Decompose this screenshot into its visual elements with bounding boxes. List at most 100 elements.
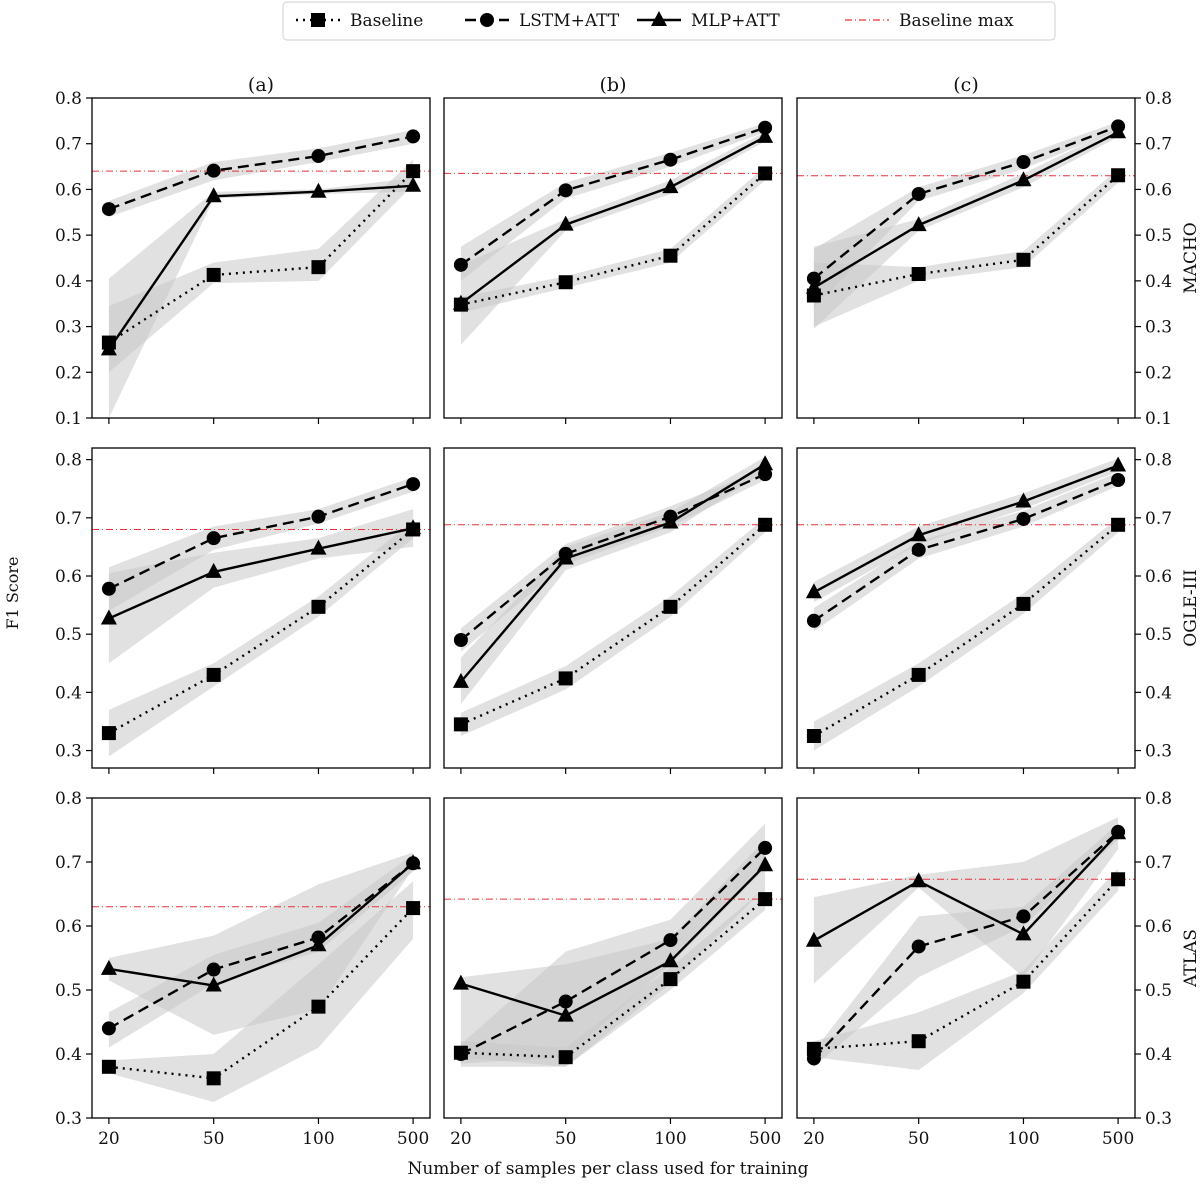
legend-marker (480, 13, 494, 27)
panel-ogle-iii-b (443, 447, 783, 774)
point-baseline-50 (911, 1034, 926, 1049)
point-baseline-100 (663, 248, 678, 263)
point-mlp-att-50 (205, 187, 222, 203)
series-line-mlp-att (108, 527, 414, 620)
point-lstm-att-20 (806, 1051, 821, 1066)
point-lstm-att-500 (758, 467, 773, 482)
band-baseline (108, 881, 414, 1102)
band-lstm-att (813, 472, 1119, 632)
panel-macho-a: 0.1 0.2 0.3 0.4 0.5 0.6 0.7 0.8 (a) (55, 74, 431, 429)
series-line-mlp-att (107, 184, 414, 351)
point-mlp-att-50 (557, 1006, 574, 1022)
series-line-baseline (460, 172, 766, 306)
point-lstm-att-20 (806, 613, 821, 628)
y-tick-label: 0.8 (1145, 89, 1172, 109)
series-line-mlp-att (108, 862, 414, 987)
point-lstm-att-500 (406, 477, 421, 492)
legend-label: Baseline max (899, 11, 1014, 31)
y-tick-label: 0.3 (1145, 318, 1172, 338)
x-tick-label: 50 (555, 1129, 577, 1149)
panel-macho-c: 0.1 0.2 0.3 0.4 0.5 0.6 0.7 0.8 (c) MACHO (796, 74, 1200, 429)
plot-frame (796, 447, 1136, 769)
point-mlp-att-100 (662, 178, 679, 194)
y-tick-label: 0.8 (55, 789, 82, 809)
point-mlp-att-20 (805, 931, 822, 947)
point-lstm-att-50 (558, 994, 573, 1009)
series-line-lstm-att (108, 482, 414, 590)
panel-atlas-c: 20 50 100 500 0.3 0.4 0.5 0.6 0.7 0.8 ATLAS (796, 789, 1200, 1149)
series-line-baseline (108, 907, 414, 1080)
point-lstm-att-50 (911, 187, 926, 201)
point-mlp-att-100 (662, 513, 679, 529)
point-baseline-500 (1111, 168, 1126, 183)
y-tick-label: 0.6 (1145, 917, 1172, 937)
row-label: OGLE-III (1181, 569, 1200, 646)
legend-entry-baseline: Baseline (296, 11, 423, 31)
band-mlp-att (108, 852, 414, 1035)
point-mlp-att-100 (1015, 492, 1032, 508)
row-label: MACHO (1181, 222, 1200, 293)
point-mlp-att-50 (910, 526, 927, 542)
point-baseline-500 (406, 901, 421, 916)
y-tick-label: 0.5 (55, 625, 82, 645)
point-mlp-att-20 (100, 959, 117, 975)
series-line-baseline (460, 523, 766, 726)
band-baseline (813, 517, 1119, 751)
point-mlp-att-50 (910, 872, 927, 888)
legend-entry-mlp-att: MLP+ATT (637, 11, 780, 31)
y-tick-label: 0.4 (55, 272, 82, 292)
point-baseline-100 (1016, 596, 1031, 611)
point-mlp-att-20 (805, 583, 822, 599)
y-tick-label: 0.6 (1145, 180, 1172, 200)
y-tick-label: 0.4 (55, 683, 82, 703)
point-baseline-20 (453, 717, 468, 732)
point-baseline-50 (911, 267, 926, 281)
series-line-lstm-att (108, 862, 414, 1030)
plot-frame (796, 797, 1136, 1119)
point-baseline-50 (558, 1050, 573, 1065)
point-baseline-50 (206, 267, 221, 282)
point-mlp-att-500 (1110, 824, 1127, 840)
band-lstm-att (460, 123, 766, 281)
point-baseline-100 (1016, 974, 1031, 989)
point-baseline-50 (558, 275, 573, 290)
column-title: (a) (248, 74, 274, 96)
point-mlp-att-100 (662, 952, 679, 968)
y-tick-label: 0.4 (1145, 1045, 1172, 1065)
y-tick-label: 0.7 (55, 135, 82, 155)
series-line-lstm-att (813, 831, 1119, 1060)
x-tick-label: 500 (1102, 1129, 1134, 1149)
y-tick-label: 0.7 (1145, 135, 1172, 155)
y-tick-label: 0.3 (1145, 742, 1172, 762)
point-lstm-att-50 (206, 163, 221, 178)
point-baseline-50 (206, 1071, 221, 1086)
panel-ogle-iii-c: 0.3 0.4 0.5 0.6 0.7 0.8 OGLE-III (796, 447, 1200, 774)
point-mlp-att-50 (205, 976, 222, 992)
x-tick-label: 50 (203, 1129, 225, 1149)
y-tick-label: 0.7 (55, 509, 82, 529)
point-mlp-att-100 (310, 182, 327, 198)
point-baseline-100 (311, 260, 326, 275)
point-mlp-att-20 (452, 974, 469, 990)
y-tick-label: 0.4 (55, 1045, 82, 1065)
point-lstm-att-100 (1016, 511, 1031, 526)
legend-label: MLP+ATT (691, 11, 780, 31)
y-tick-label: 0.6 (55, 917, 82, 937)
y-tick-label: 0.1 (55, 409, 82, 429)
point-baseline-100 (663, 599, 678, 614)
series-line-mlp-att (813, 131, 1119, 289)
point-mlp-att-50 (910, 216, 927, 232)
point-baseline-50 (206, 667, 221, 682)
point-lstm-att-20 (101, 1021, 116, 1036)
y-tick-label: 0.6 (55, 180, 82, 200)
x-tick-label: 100 (1007, 1129, 1039, 1149)
point-lstm-att-500 (758, 840, 773, 855)
y-tick-label: 0.8 (55, 89, 82, 109)
x-tick-label: 500 (397, 1129, 429, 1149)
point-lstm-att-20 (101, 581, 116, 596)
band-lstm-att (813, 823, 1119, 1067)
y-tick-label: 0.2 (55, 363, 82, 383)
series-line-baseline (813, 878, 1119, 1051)
series-line-mlp-att (459, 463, 766, 683)
y-tick-label: 0.1 (1145, 409, 1172, 429)
